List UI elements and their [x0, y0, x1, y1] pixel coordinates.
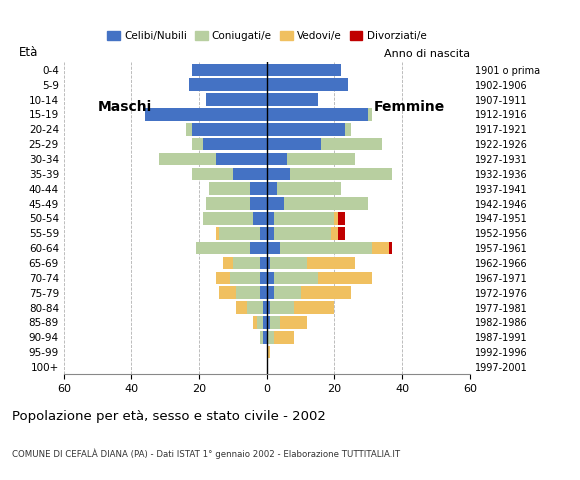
Bar — [260, 257, 267, 269]
Bar — [219, 287, 237, 299]
Bar — [193, 63, 267, 76]
Bar — [267, 138, 321, 150]
Bar — [274, 331, 294, 344]
Bar — [186, 123, 193, 135]
Bar — [237, 301, 246, 314]
Bar — [331, 227, 338, 240]
Bar — [267, 153, 287, 165]
Bar — [318, 272, 372, 284]
Bar — [389, 242, 392, 254]
Bar — [307, 257, 355, 269]
Bar — [260, 287, 267, 299]
Bar — [250, 182, 267, 195]
Bar — [260, 272, 267, 284]
Bar — [274, 227, 331, 240]
Bar — [260, 331, 263, 344]
Bar — [216, 272, 230, 284]
Bar — [267, 78, 348, 91]
Bar — [206, 197, 250, 210]
Bar — [145, 108, 267, 120]
Bar — [274, 272, 318, 284]
Bar — [372, 242, 389, 254]
Bar — [233, 257, 260, 269]
Bar — [321, 138, 382, 150]
Bar — [223, 257, 233, 269]
Bar — [338, 227, 345, 240]
Bar — [158, 153, 216, 165]
Text: Femmine: Femmine — [374, 100, 444, 114]
Bar — [193, 123, 267, 135]
Bar — [287, 153, 355, 165]
Bar — [270, 301, 294, 314]
Bar — [260, 227, 267, 240]
Bar — [280, 316, 307, 329]
Bar — [368, 108, 372, 120]
Text: COMUNE DI CEFALÀ DIANA (PA) - Dati ISTAT 1° gennaio 2002 - Elaborazione TUTTITAL: COMUNE DI CEFALÀ DIANA (PA) - Dati ISTAT… — [12, 449, 400, 459]
Bar — [263, 316, 267, 329]
Bar — [267, 272, 274, 284]
Bar — [345, 123, 351, 135]
Bar — [267, 168, 291, 180]
Bar — [267, 301, 270, 314]
Bar — [284, 197, 368, 210]
Bar — [291, 168, 392, 180]
Bar — [206, 93, 267, 106]
Text: Anno di nascita: Anno di nascita — [384, 49, 470, 59]
Bar — [189, 78, 267, 91]
Bar — [202, 212, 253, 225]
Bar — [193, 138, 202, 150]
Bar — [267, 63, 341, 76]
Bar — [263, 301, 267, 314]
Bar — [270, 257, 307, 269]
Bar — [267, 197, 284, 210]
Bar — [253, 316, 257, 329]
Bar — [250, 242, 267, 254]
Bar — [193, 168, 233, 180]
Bar — [233, 168, 267, 180]
Bar — [202, 138, 267, 150]
Legend: Celibi/Nubili, Coniugati/e, Vedovi/e, Divorziati/e: Celibi/Nubili, Coniugati/e, Vedovi/e, Di… — [103, 27, 430, 46]
Text: Maschi: Maschi — [97, 100, 152, 114]
Bar — [267, 212, 274, 225]
Text: Età: Età — [19, 46, 38, 59]
Bar — [267, 242, 280, 254]
Bar — [219, 227, 260, 240]
Bar — [267, 346, 270, 359]
Bar — [237, 287, 260, 299]
Bar — [267, 227, 274, 240]
Bar — [267, 316, 270, 329]
Bar — [267, 182, 277, 195]
Bar — [267, 93, 318, 106]
Bar — [250, 197, 267, 210]
Bar — [280, 242, 372, 254]
Bar — [294, 301, 335, 314]
Bar — [216, 227, 219, 240]
Bar — [216, 153, 267, 165]
Bar — [267, 287, 274, 299]
Bar — [267, 257, 270, 269]
Bar — [267, 331, 274, 344]
Bar — [263, 331, 267, 344]
Bar — [267, 108, 368, 120]
Bar — [209, 182, 250, 195]
Bar — [274, 287, 300, 299]
Bar — [300, 287, 351, 299]
Bar — [253, 212, 267, 225]
Bar — [338, 212, 345, 225]
Text: Popolazione per età, sesso e stato civile - 2002: Popolazione per età, sesso e stato civil… — [12, 410, 325, 423]
Bar — [277, 182, 341, 195]
Bar — [270, 316, 280, 329]
Bar — [246, 301, 263, 314]
Bar — [274, 212, 335, 225]
Bar — [267, 123, 345, 135]
Bar — [196, 242, 250, 254]
Bar — [230, 272, 260, 284]
Bar — [257, 316, 263, 329]
Bar — [335, 212, 338, 225]
